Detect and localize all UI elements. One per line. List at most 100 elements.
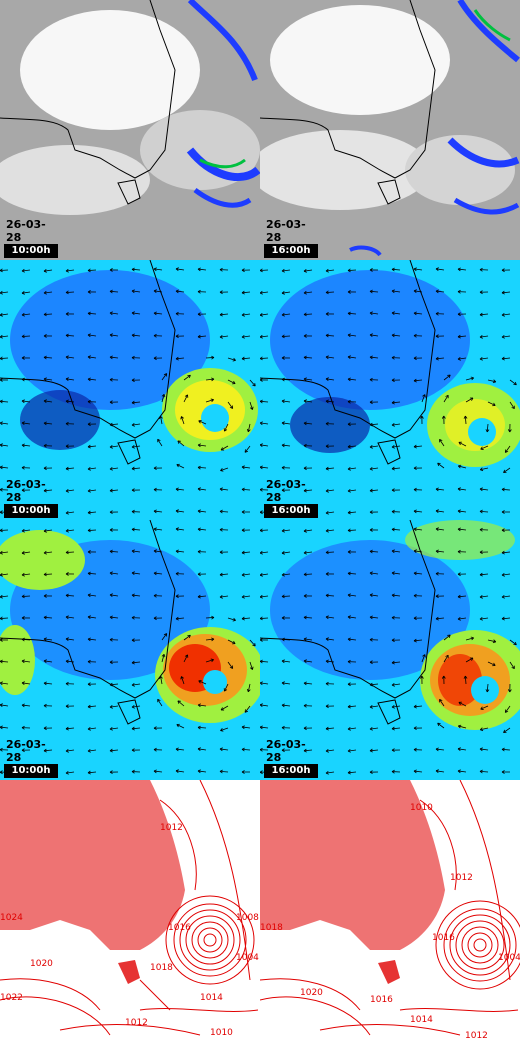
- wind-arrowhead: [0, 703, 3, 708]
- wind-arrow: [435, 510, 445, 513]
- wind-arrow: [501, 291, 511, 294]
- wind-arrow: [249, 401, 253, 410]
- wind-arrowhead: [21, 488, 25, 493]
- wind-arrow: [0, 660, 9, 663]
- wind-arrowhead: [43, 268, 47, 273]
- wind-arrow: [176, 464, 185, 469]
- wind-arrow: [153, 528, 163, 531]
- wind-arrowhead: [260, 659, 263, 664]
- wind-arrow: [421, 394, 426, 403]
- wind-arrow: [509, 401, 515, 409]
- wind-arrowhead: [479, 727, 484, 732]
- wind-arrowhead: [325, 550, 329, 555]
- wind-arrowhead: [0, 443, 3, 448]
- wind-arrowhead: [413, 311, 417, 316]
- time-label: 16:00h: [264, 764, 318, 778]
- wind-arrowhead: [159, 675, 163, 680]
- wind-arrowhead: [87, 550, 91, 554]
- wind-arrowhead: [435, 747, 439, 752]
- wind-arrow: [325, 489, 335, 492]
- wind-arrowhead: [325, 637, 329, 642]
- wind-arrowhead: [501, 770, 505, 774]
- wind-arrowhead: [479, 267, 483, 272]
- wind-arrowhead: [391, 289, 395, 294]
- wind-arrow: [413, 705, 423, 708]
- wind-arrowhead: [197, 747, 201, 752]
- wind-arrowhead: [109, 704, 113, 709]
- wind-arrow: [181, 416, 185, 425]
- wind-arrow: [303, 269, 313, 272]
- wind-arrow: [369, 616, 379, 619]
- wind-arrow: [87, 572, 97, 575]
- wind-arrowhead: [0, 572, 3, 577]
- wind-arrow: [509, 639, 517, 646]
- wind-arrowhead: [437, 462, 441, 467]
- wind-arrow: [177, 700, 185, 707]
- wind-arrow: [87, 356, 97, 359]
- isobar-label: 1014: [410, 1015, 433, 1025]
- wind-arrowhead: [175, 356, 179, 361]
- wind-arrow: [65, 616, 75, 619]
- wind-arrowhead: [241, 487, 245, 492]
- wind-arrowhead: [281, 616, 285, 620]
- wind-arrowhead: [413, 333, 417, 338]
- wind-arrowhead: [458, 701, 462, 706]
- wind-arrowhead: [197, 527, 201, 532]
- wind-arrowhead: [457, 464, 462, 469]
- wind-arrowhead: [159, 415, 163, 420]
- wind-arrowhead: [470, 376, 474, 381]
- wind-arrow: [465, 657, 474, 663]
- wind-arrow: [205, 617, 215, 619]
- wind-arrow: [43, 400, 53, 403]
- wind-arrowhead: [220, 447, 225, 451]
- wind-arrow: [0, 682, 9, 685]
- wind-arrowhead: [501, 594, 505, 599]
- wind-arrowhead: [241, 770, 245, 774]
- timestamp-label: 26-03-28 10:00h: [4, 738, 60, 778]
- wind-arrow: [281, 291, 291, 294]
- wind-arrow: [153, 770, 163, 773]
- wind-arrowhead: [219, 509, 223, 514]
- wind-arrowhead: [325, 377, 329, 382]
- wind-arrow: [281, 573, 291, 576]
- wind-arrow: [0, 595, 9, 598]
- wind-arrowhead: [43, 681, 47, 686]
- wind-arrow: [281, 378, 291, 381]
- wind-arrow: [219, 313, 229, 316]
- wind-arrow: [347, 356, 357, 359]
- wind-arrowhead: [260, 510, 263, 515]
- wind-arrowhead: [65, 399, 69, 404]
- wind-arrow: [175, 770, 185, 773]
- wind-arrowhead: [507, 429, 512, 433]
- wind-arrowhead: [175, 487, 179, 492]
- wind-arrow: [198, 680, 207, 685]
- wind-arrow: [347, 529, 357, 531]
- wind-arrow: [109, 727, 119, 730]
- wind-arrowhead: [65, 550, 69, 555]
- cloud-map: [0, 0, 260, 260]
- wind-arrowhead: [241, 725, 245, 730]
- wind-arrowhead: [369, 571, 373, 576]
- wind-arrow: [501, 573, 511, 576]
- wind-arrow: [197, 595, 207, 598]
- wind-arrowhead: [325, 681, 329, 686]
- wind-arrow: [303, 573, 313, 575]
- wind-arrow: [458, 725, 467, 729]
- wind-arrow: [347, 594, 357, 597]
- wind-arrow: [413, 572, 423, 575]
- wind-arrow: [227, 617, 236, 621]
- wind-arrow: [325, 660, 335, 663]
- wind-arrowhead: [303, 726, 307, 731]
- wind-arrowhead: [391, 509, 395, 514]
- wind-arrowhead: [391, 400, 395, 405]
- wind-arrowhead: [175, 616, 179, 621]
- wind-arrowhead: [369, 748, 373, 753]
- wind-arrow: [109, 550, 119, 553]
- wind-arrowhead: [369, 466, 373, 471]
- wind-arrowhead: [435, 289, 439, 294]
- wind-arrow: [369, 727, 379, 730]
- wind-arrow: [198, 444, 207, 447]
- wind-arrow: [205, 399, 214, 403]
- wind-arrowhead: [445, 394, 449, 399]
- wind-arrowhead: [0, 528, 3, 533]
